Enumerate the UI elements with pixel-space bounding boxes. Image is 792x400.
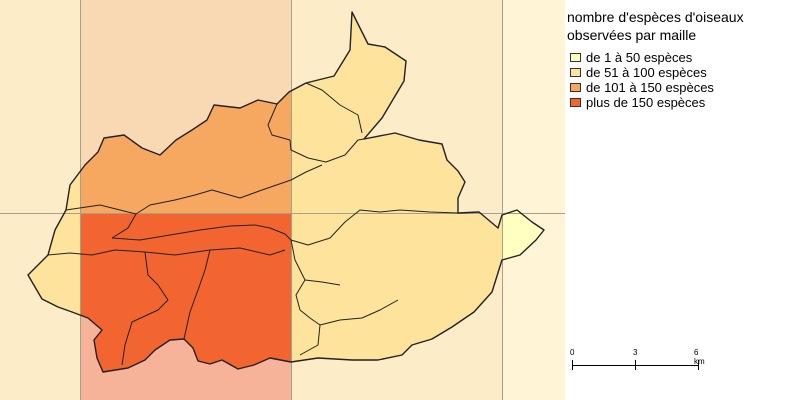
commune-boundary bbox=[267, 103, 365, 163]
commune-boundary bbox=[111, 224, 292, 241]
legend-item: de 1 à 50 espèces bbox=[567, 50, 789, 65]
legend-title-line: nombre d'espèces d'oiseaux bbox=[567, 9, 744, 25]
scale-tick bbox=[698, 360, 699, 370]
commune-boundary bbox=[111, 213, 137, 239]
legend: nombre d'espèces d'oiseaux observées par… bbox=[567, 8, 789, 110]
map[interactable] bbox=[0, 0, 565, 400]
legend-label: de 1 à 50 espèces bbox=[586, 50, 693, 65]
map-canvas bbox=[0, 0, 565, 400]
territory-outline bbox=[27, 11, 545, 373]
legend-item: de 101 à 150 espèces bbox=[567, 80, 789, 95]
commune-boundary bbox=[319, 299, 399, 326]
commune-boundary bbox=[305, 82, 363, 134]
scale-bar: 0 3 6 km bbox=[567, 348, 707, 378]
legend-swatch bbox=[570, 98, 581, 107]
legend-swatch bbox=[570, 53, 581, 62]
commune-boundary bbox=[121, 251, 169, 366]
legend-swatch bbox=[570, 83, 581, 92]
legend-swatch bbox=[570, 68, 581, 77]
legend-label: de 51 à 100 espèces bbox=[586, 65, 707, 80]
legend-item: de 51 à 100 espèces bbox=[567, 65, 789, 80]
commune-boundary bbox=[144, 247, 286, 256]
commune-boundary bbox=[290, 239, 321, 356]
commune-boundary bbox=[47, 249, 146, 256]
legend-label: plus de 150 espèces bbox=[586, 95, 706, 110]
commune-boundary bbox=[290, 209, 459, 246]
scale-tick bbox=[572, 360, 573, 370]
commune-boundary bbox=[65, 164, 323, 215]
scale-label: 6 km bbox=[694, 348, 705, 366]
grid-cell bbox=[0, 0, 80, 213]
commune-boundary bbox=[304, 279, 341, 286]
legend-title: nombre d'espèces d'oiseaux observées par… bbox=[567, 8, 789, 44]
scale-tick bbox=[635, 360, 636, 370]
grid-lines bbox=[0, 0, 565, 400]
grid-cell bbox=[502, 0, 565, 213]
commune-boundary bbox=[183, 249, 211, 340]
scale-label: 3 bbox=[633, 348, 638, 357]
legend-item: plus de 150 espèces bbox=[567, 95, 789, 110]
legend-label: de 101 à 150 espèces bbox=[586, 80, 714, 95]
legend-title-line: observées par maille bbox=[567, 27, 697, 43]
commune-boundaries bbox=[47, 82, 459, 366]
scale-label: 0 bbox=[570, 348, 575, 357]
